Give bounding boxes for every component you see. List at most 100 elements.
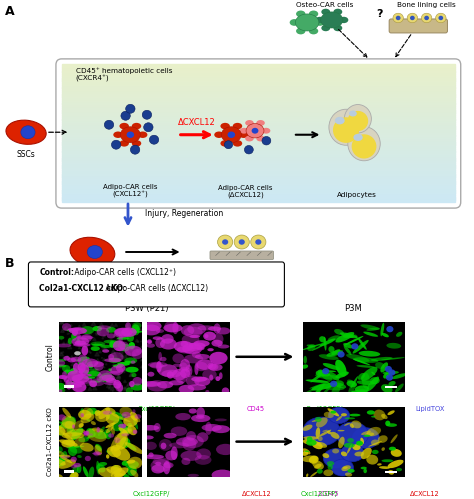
Ellipse shape [344, 443, 355, 448]
Ellipse shape [126, 104, 135, 113]
Ellipse shape [374, 410, 385, 420]
Ellipse shape [77, 464, 82, 473]
Ellipse shape [58, 414, 66, 421]
Ellipse shape [116, 432, 128, 450]
Ellipse shape [111, 378, 115, 380]
Ellipse shape [125, 322, 131, 329]
Ellipse shape [173, 353, 184, 363]
Text: SSC-like cells: SSC-like cells [68, 271, 117, 277]
Ellipse shape [74, 351, 81, 355]
Ellipse shape [303, 436, 319, 440]
Polygon shape [97, 361, 99, 363]
Ellipse shape [159, 439, 172, 451]
Polygon shape [102, 343, 103, 345]
Ellipse shape [120, 127, 140, 143]
Polygon shape [136, 350, 139, 352]
Bar [62, 73, 455, 76]
Ellipse shape [388, 470, 394, 475]
Polygon shape [66, 355, 69, 358]
Ellipse shape [68, 384, 82, 388]
Ellipse shape [363, 435, 371, 437]
Ellipse shape [197, 407, 205, 418]
Ellipse shape [312, 419, 320, 422]
Ellipse shape [372, 450, 379, 454]
Bar [385, 471, 397, 473]
Ellipse shape [119, 123, 129, 129]
Ellipse shape [349, 414, 361, 417]
Ellipse shape [109, 341, 115, 348]
Ellipse shape [333, 382, 346, 388]
Ellipse shape [195, 354, 210, 359]
Polygon shape [102, 374, 107, 378]
Polygon shape [60, 375, 62, 376]
Ellipse shape [79, 368, 83, 374]
Polygon shape [97, 332, 99, 334]
Bar [62, 85, 455, 88]
Ellipse shape [388, 381, 396, 386]
Text: Bone lining cells: Bone lining cells [397, 2, 456, 8]
Ellipse shape [328, 464, 333, 470]
Ellipse shape [59, 451, 67, 464]
Ellipse shape [338, 437, 345, 448]
Ellipse shape [331, 459, 354, 476]
FancyBboxPatch shape [210, 251, 273, 259]
Polygon shape [100, 331, 101, 333]
Ellipse shape [71, 332, 77, 341]
Text: Adipo-CAR cells (ΔCXCL12): Adipo-CAR cells (ΔCXCL12) [103, 284, 209, 293]
Ellipse shape [126, 367, 138, 373]
Ellipse shape [89, 380, 97, 387]
Ellipse shape [82, 407, 93, 418]
Ellipse shape [58, 421, 66, 425]
Polygon shape [120, 384, 122, 386]
Ellipse shape [64, 370, 71, 373]
Polygon shape [95, 370, 96, 371]
Ellipse shape [355, 452, 364, 457]
Polygon shape [141, 341, 142, 342]
Polygon shape [124, 368, 128, 370]
Ellipse shape [351, 343, 358, 350]
Ellipse shape [57, 375, 68, 379]
Bar [62, 131, 455, 134]
Ellipse shape [177, 346, 195, 353]
Ellipse shape [315, 417, 322, 422]
Ellipse shape [352, 134, 376, 159]
Polygon shape [124, 355, 128, 358]
Ellipse shape [387, 410, 395, 415]
Ellipse shape [382, 447, 385, 451]
Ellipse shape [161, 443, 166, 449]
Ellipse shape [359, 351, 380, 357]
Polygon shape [80, 360, 84, 364]
Polygon shape [117, 377, 120, 380]
Ellipse shape [306, 474, 309, 477]
Ellipse shape [55, 459, 66, 466]
Ellipse shape [150, 363, 164, 369]
Ellipse shape [301, 343, 323, 350]
Polygon shape [102, 343, 105, 346]
Ellipse shape [130, 145, 140, 154]
Ellipse shape [321, 25, 330, 31]
Ellipse shape [83, 466, 89, 477]
Ellipse shape [296, 10, 305, 17]
Text: P3W (P21): P3W (P21) [125, 304, 169, 313]
Ellipse shape [123, 416, 138, 427]
Ellipse shape [86, 408, 97, 415]
Ellipse shape [319, 354, 338, 360]
Bar [62, 165, 455, 168]
Ellipse shape [62, 416, 76, 429]
Ellipse shape [115, 347, 126, 351]
Ellipse shape [194, 363, 199, 375]
Bar [62, 92, 455, 95]
Ellipse shape [207, 363, 217, 370]
Ellipse shape [86, 429, 107, 442]
Ellipse shape [127, 132, 134, 138]
Bar [62, 89, 455, 92]
Ellipse shape [69, 472, 79, 481]
Ellipse shape [317, 442, 327, 448]
Ellipse shape [147, 339, 152, 344]
Ellipse shape [86, 419, 91, 422]
Ellipse shape [337, 430, 345, 432]
Bar [62, 138, 455, 140]
Ellipse shape [169, 380, 184, 385]
Bar [62, 193, 455, 195]
Text: ΔCXCL12: ΔCXCL12 [410, 491, 440, 497]
